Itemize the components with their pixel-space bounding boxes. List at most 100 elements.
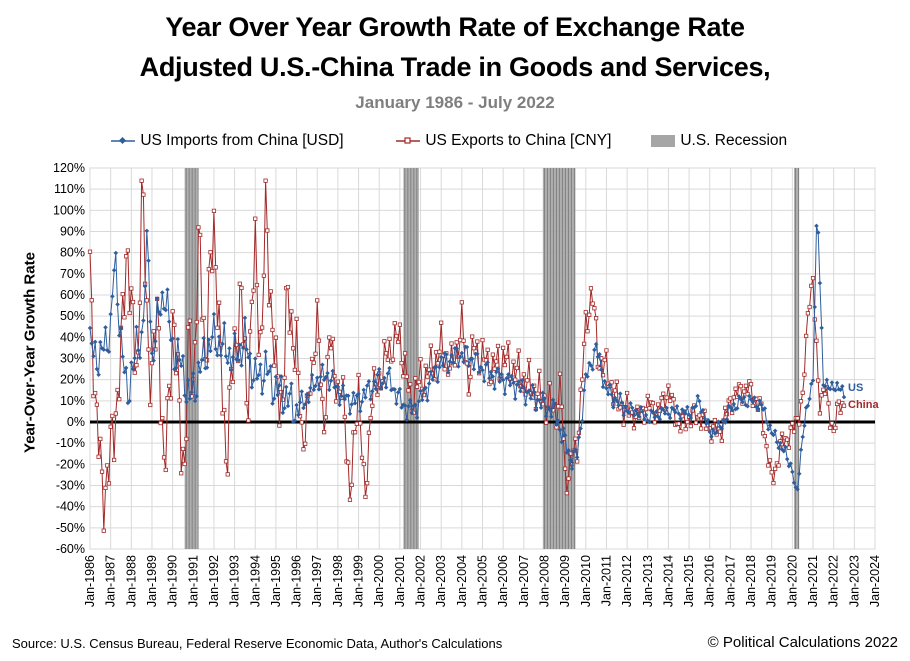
exports-point [816,378,821,383]
imports-point [96,372,101,378]
exports-point [289,309,294,314]
x-tick-label: Jan-2013 [641,555,655,607]
imports-point [580,418,585,424]
imports-point [724,417,730,422]
imports-point [617,391,623,396]
exports-point [211,208,217,213]
imports-point [413,402,418,408]
x-tick-labels: Jan-1986 Jan-1987 Jan-1988 Jan-1989 Jan-1990… [83,555,882,607]
y-tick-label: -10% [56,436,85,450]
exports-point [287,330,292,335]
imports-point [771,432,776,438]
imports-point [449,352,454,358]
exports-point [242,336,248,341]
exports-point [576,430,582,435]
y-tick-labels: -60% -50% -40% -30% -20% -10% 0% 10% 20% 30% 40% 50… [53,161,85,556]
imports-point [619,400,625,405]
exports-point [664,395,669,400]
exports-point [671,397,676,402]
chart-title-line-1: Year Over Year Growth Rate of Exchange R… [165,12,745,42]
imports-point [683,411,688,416]
imports-point [757,398,762,403]
exports-point [635,404,640,409]
exports-point [435,361,440,366]
imports-point [232,331,237,336]
exports-point [773,466,778,471]
imports-point [166,319,172,324]
imports-point [574,455,580,460]
exports-point [342,414,347,420]
exports-point [828,425,833,430]
series-end-labels: US China [848,382,879,411]
exports-point [222,407,227,413]
exports-point [311,360,316,365]
imports-point [540,390,546,396]
exports-point [614,379,619,384]
imports-point [778,440,783,446]
chart-subtitle: January 1986 - July 2022 [355,93,555,112]
imports-point [671,407,676,412]
exports-point [416,379,421,385]
imports-point [438,354,444,360]
imports-point [382,375,387,381]
exports-point [738,384,743,389]
x-tick-label: Jan-2010 [579,555,593,607]
x-tick-label: Jan-2016 [703,555,717,607]
imports-point [635,411,640,416]
imports-point [423,385,428,391]
imports-point [235,358,241,363]
imports-point [700,407,706,413]
exports-point [785,437,790,442]
exports-point [797,422,802,427]
exports-point [220,411,225,416]
imports-point [392,387,397,392]
imports-point [292,418,298,423]
imports-point [394,401,399,407]
y-tick-label: 20% [60,373,85,387]
imports-point [599,367,604,372]
imports-point [807,396,812,402]
imports-point [406,404,411,409]
exports-point [521,372,526,377]
imports-point [469,356,475,362]
x-tick-label: Jan-1995 [269,555,283,607]
exports-point [346,460,351,465]
exports-point [454,340,459,345]
imports-point [318,374,323,380]
imports-point [686,412,692,418]
imports-point [459,350,465,356]
recession-band [184,168,199,549]
exports-point [495,343,501,349]
imports-point [309,372,315,378]
imports-point [609,392,614,397]
exports-point [383,351,389,356]
y-tick-label: 90% [60,225,85,239]
imports-point [631,413,637,418]
exports-point [177,398,182,403]
exports-point [256,352,261,357]
imports-point [554,422,559,427]
exports-point [594,316,599,321]
exports-point [356,372,361,378]
imports-point [747,393,752,399]
exports-point [134,363,139,368]
exports-point [172,322,177,327]
exports-point [368,415,373,421]
imports-point [196,360,201,365]
exports-point [246,418,251,423]
exports-point [167,383,172,388]
imports-point [638,404,644,410]
imports-point [258,362,263,367]
exports-point [249,299,254,305]
exports-point [358,421,363,426]
imports-point [502,391,508,397]
exports-point [110,413,115,419]
exports-point [461,338,466,343]
imports-point [306,399,311,405]
exports-point [105,463,110,468]
exports-point [776,463,781,468]
imports-point [101,347,107,352]
imports-point [447,359,453,364]
imports-point [561,426,566,431]
